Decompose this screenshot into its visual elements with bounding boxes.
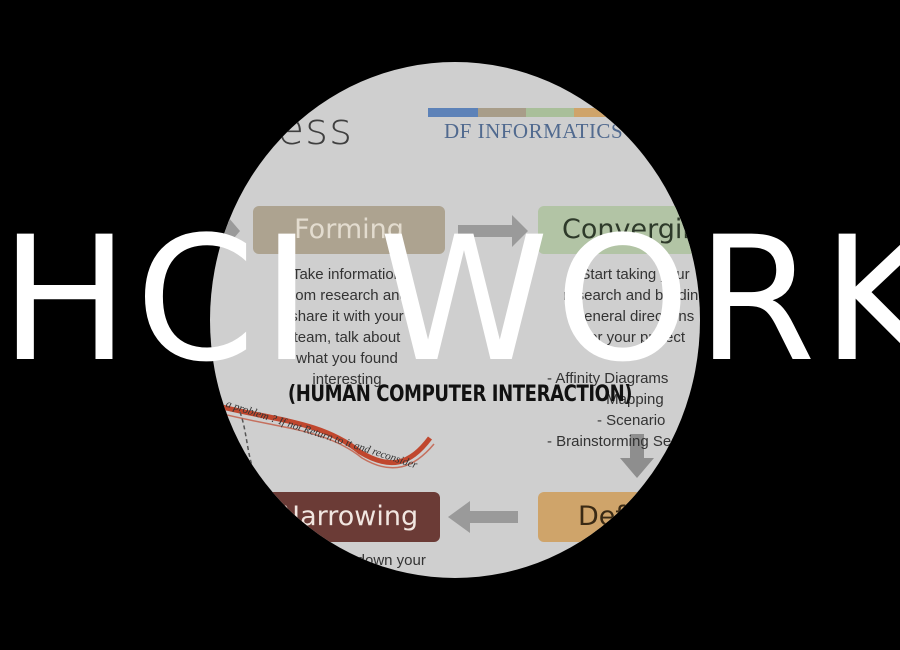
- list-item: - Brainstorming Sessions: [547, 433, 700, 450]
- forming-line: share it with your: [290, 308, 404, 325]
- converging-methods-list: - Affinity Diagrams - Mapping - Scenario…: [545, 368, 700, 452]
- step-defining: Defi: [538, 492, 700, 542]
- step-narrowing: Narrowing: [258, 492, 440, 542]
- subheadline: (HUMAN COMPUTER INTERACTION): [287, 382, 633, 407]
- converging-line: Start taking your: [580, 266, 690, 283]
- process-photo: ocess DF INFORMATICS a problem ? If not …: [210, 62, 700, 578]
- brand-name: DF INFORMATICS: [444, 119, 624, 143]
- dashed-curve: [239, 411, 271, 501]
- forming-line: interesting: [312, 371, 382, 388]
- converging-description: Start taking your research and building …: [545, 264, 700, 348]
- converging-line: for your project: [584, 329, 686, 346]
- brand-color-bar-blue: [428, 108, 478, 117]
- forming-line: Take information: [291, 266, 403, 283]
- narrowing-description: Narrow down your: [304, 552, 426, 569]
- forming-description: Take information from research and share…: [262, 264, 432, 390]
- list-item: - Scenario: [597, 412, 666, 429]
- arrow-left-entry-icon: [212, 217, 240, 245]
- forming-line: from research and: [286, 287, 408, 304]
- red-curve-thin: [214, 411, 435, 469]
- forming-line: what you found: [296, 350, 398, 367]
- step-forming: Forming: [253, 206, 445, 254]
- flow-arrows: [210, 215, 654, 533]
- forming-line: team, talk about: [293, 329, 401, 346]
- arrow-right-icon: [458, 215, 528, 247]
- arrow-down-icon: [620, 434, 654, 478]
- converging-line: general directions: [575, 308, 695, 325]
- red-curve: [210, 401, 433, 466]
- step-converging: Converging: [538, 206, 700, 254]
- list-item: - Mapping: [597, 391, 664, 408]
- process-title: ocess: [224, 104, 354, 155]
- brand-color-bar-orange: [574, 108, 634, 117]
- arrow-left-icon: [448, 501, 518, 533]
- brand-color-bar-green: [526, 108, 574, 117]
- brand-color-bar-tan: [478, 108, 526, 117]
- headline: HCI WORK: [0, 199, 900, 400]
- converging-line: research and building: [563, 287, 700, 304]
- list-item: - Affinity Diagrams: [547, 370, 669, 387]
